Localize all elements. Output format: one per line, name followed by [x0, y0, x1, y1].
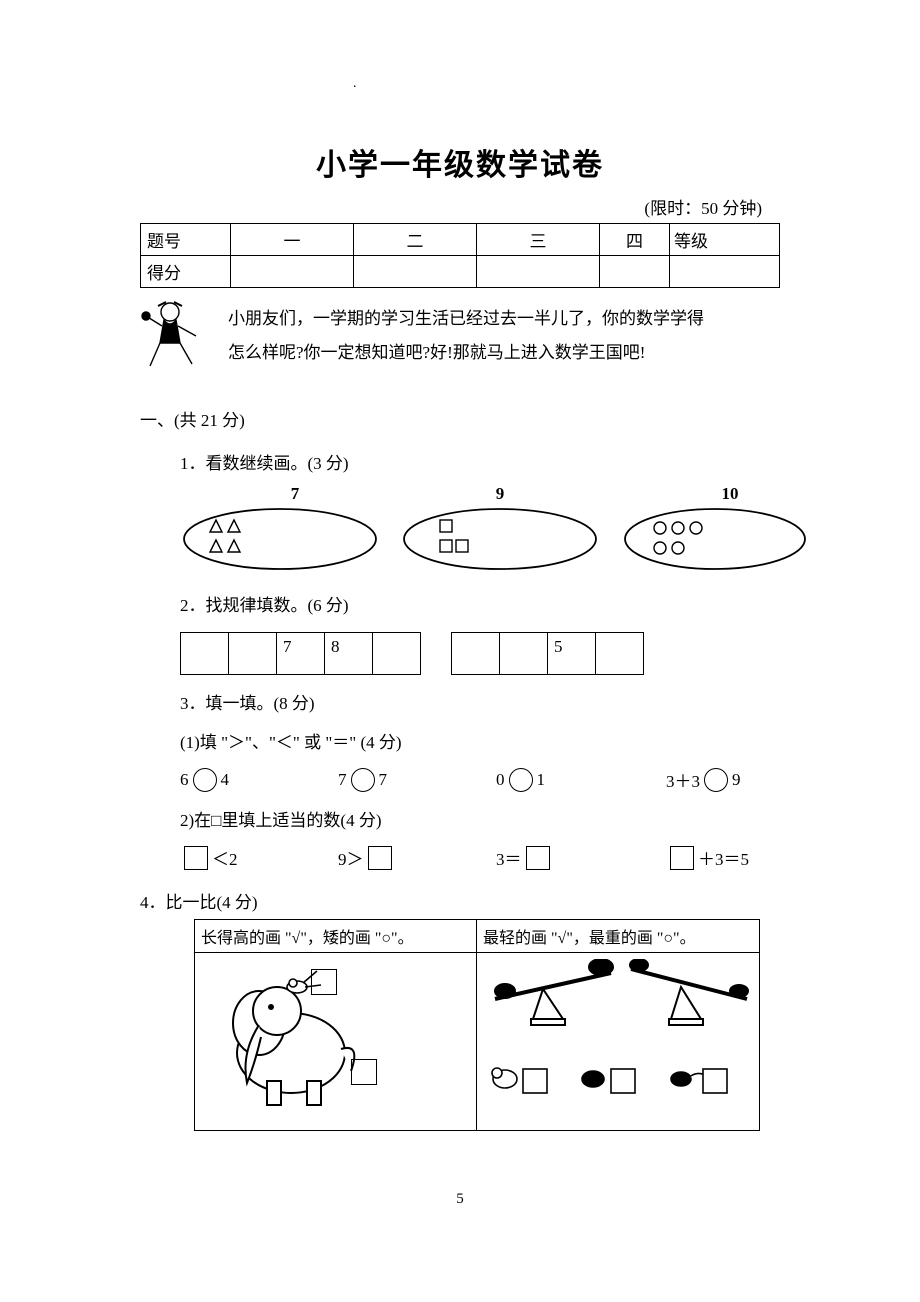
oval-group: 9 [400, 484, 600, 577]
pattern-cell [596, 633, 644, 675]
circle-blank-icon [704, 768, 728, 792]
oval-label: 7 [180, 484, 380, 504]
q2-tables: 7 8 5 [140, 632, 780, 675]
score-label: 题号 [141, 224, 231, 256]
answer-box-icon [311, 969, 337, 995]
q3p2-heading: 2)在□里填上适当的数(4 分) [140, 806, 780, 831]
fill-row: ＜2 9＞ 3＝ ＋3＝5 [140, 845, 780, 870]
circle-blank-icon [193, 768, 217, 792]
q1-ovals: 7 9 10 [140, 484, 780, 577]
pattern-cell [373, 633, 421, 675]
score-cell [231, 256, 354, 288]
square-blank-icon [184, 846, 208, 870]
pattern-cell [229, 633, 277, 675]
answer-box-icon [351, 1059, 377, 1085]
q1-heading: 1．看数继续画。(3 分) [140, 449, 780, 474]
elephant-icon [211, 963, 381, 1113]
q4-cell-label: 长得高的画 "√"，矮的画 "○"。 [195, 920, 477, 953]
pattern-table: 7 8 [180, 632, 421, 675]
q4-cell-image [195, 953, 477, 1131]
square-blank-icon [670, 846, 694, 870]
q4-cell-label: 最轻的画 "√"，最重的画 "○"。 [477, 920, 760, 953]
oval-shape-icon [400, 506, 600, 572]
table-row: 题号 一 二 三 四 等级 [141, 224, 780, 256]
score-cell [600, 256, 670, 288]
q3-heading: 3．填一填。(8 分) [140, 689, 780, 714]
oval-shape-icon [620, 506, 810, 572]
circle-blank-icon [351, 768, 375, 792]
fill-text: 9＞ [338, 845, 364, 870]
score-col: 三 [477, 224, 600, 256]
compare-row: 6 4 7 7 0 1 3＋3 9 [140, 767, 780, 792]
page-title: 小学一年级数学试卷 [140, 140, 780, 184]
pattern-cell [181, 633, 229, 675]
q4-table: 长得高的画 "√"，矮的画 "○"。 最轻的画 "√"，最重的画 "○"。 [194, 919, 760, 1131]
fill-text: ＋3＝5 [698, 845, 749, 870]
section-heading: 一、(共 21 分) [140, 406, 780, 431]
time-limit: (限时：50 分钟) [140, 194, 780, 219]
compare-right: 7 [379, 770, 388, 790]
score-col: 四 [600, 224, 670, 256]
score-col: 一 [231, 224, 354, 256]
compare-right: 4 [221, 770, 230, 790]
compare-right: 1 [537, 770, 546, 790]
compare-left: 3＋3 [666, 767, 700, 792]
q3p1-heading: (1)填 "＞"、"＜" 或 "＝" (4 分) [140, 728, 780, 753]
page-number: 5 [140, 1191, 780, 1208]
square-blank-icon [526, 846, 550, 870]
pattern-cell: 8 [325, 633, 373, 675]
pattern-cell [500, 633, 548, 675]
score-col: 二 [354, 224, 477, 256]
oval-label: 9 [400, 484, 600, 504]
q4-heading: 4．比一比(4 分) [140, 888, 780, 913]
score-grade: 等级 [670, 224, 780, 256]
compare-right: 9 [732, 770, 741, 790]
fill-text: ＜2 [212, 845, 238, 870]
pattern-cell: 7 [277, 633, 325, 675]
seesaw-icon [483, 959, 753, 1119]
q4-cell-image [477, 953, 760, 1131]
compare-left: 7 [338, 770, 347, 790]
page: . 小学一年级数学试卷 (限时：50 分钟) 题号 一 二 三 四 等级 得分 [0, 0, 920, 1248]
table-row: 长得高的画 "√"，矮的画 "○"。 最轻的画 "√"，最重的画 "○"。 [195, 920, 760, 953]
pattern-cell: 5 [548, 633, 596, 675]
oval-group: 10 [620, 484, 810, 577]
score-cell [354, 256, 477, 288]
intro-row: 小朋友们，一学期的学习生活已经过去一半儿了，你的数学学得 怎么样呢?你一定想知道… [140, 298, 780, 376]
intro-line: 小朋友们，一学期的学习生活已经过去一半儿了，你的数学学得 [228, 309, 704, 328]
fill-text: 3＝ [496, 845, 522, 870]
intro-line: 怎么样呢?你一定想知道吧?好!那就马上进入数学王国吧! [228, 343, 645, 362]
pattern-cell [452, 633, 500, 675]
table-row: 得分 [141, 256, 780, 288]
oval-group: 7 [180, 484, 380, 577]
mascot-icon [140, 298, 214, 376]
intro-text: 小朋友们，一学期的学习生活已经过去一半儿了，你的数学学得 怎么样呢?你一定想知道… [228, 302, 704, 370]
table-row [195, 953, 760, 1131]
compare-left: 0 [496, 770, 505, 790]
stray-dot: . [353, 76, 357, 92]
oval-shape-icon [180, 506, 380, 572]
score-table: 题号 一 二 三 四 等级 得分 [140, 223, 780, 288]
oval-label: 10 [620, 484, 810, 504]
score-label: 得分 [141, 256, 231, 288]
square-blank-icon [368, 846, 392, 870]
circle-blank-icon [509, 768, 533, 792]
compare-left: 6 [180, 770, 189, 790]
pattern-table: 5 [451, 632, 644, 675]
score-cell [670, 256, 780, 288]
q2-heading: 2．找规律填数。(6 分) [140, 591, 780, 616]
score-cell [477, 256, 600, 288]
